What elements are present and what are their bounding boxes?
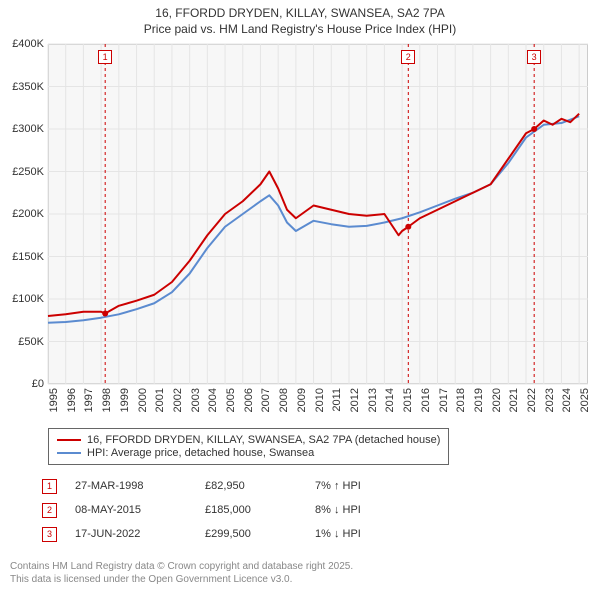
- x-axis-label: 2006: [243, 388, 255, 412]
- transaction-date: 17-JUN-2022: [75, 528, 205, 540]
- x-axis-label: 2017: [438, 388, 450, 412]
- x-axis-label: 1999: [119, 388, 131, 412]
- x-axis-label: 2018: [455, 388, 467, 412]
- x-axis-label: 2011: [331, 388, 343, 412]
- y-axis-label: £200K: [12, 208, 44, 220]
- legend-swatch: [57, 452, 81, 454]
- x-axis-label: 2002: [172, 388, 184, 412]
- x-axis-label: 2004: [207, 388, 219, 412]
- legend-label: 16, FFORDD DRYDEN, KILLAY, SWANSEA, SA2 …: [87, 434, 440, 446]
- transaction-marker: 2: [42, 503, 57, 518]
- transactions-table: 1 27-MAR-1998£82,9507% ↑ HPI 2 08-MAY-2015£…: [42, 474, 435, 546]
- transaction-row: 2 08-MAY-2015£185,0008% ↓ HPI: [42, 498, 435, 522]
- x-axis-label: 2010: [314, 388, 326, 412]
- x-axis-label: 2020: [491, 388, 503, 412]
- x-axis-label: 2014: [384, 388, 396, 412]
- x-axis-label: 2015: [402, 388, 414, 412]
- chart-container: 16, FFORDD DRYDEN, KILLAY, SWANSEA, SA2 …: [0, 0, 600, 590]
- footer-line-1: Contains HM Land Registry data © Crown c…: [10, 561, 353, 574]
- title-line-1: 16, FFORDD DRYDEN, KILLAY, SWANSEA, SA2 …: [0, 6, 600, 22]
- transaction-price: £82,950: [205, 480, 315, 492]
- x-axis-label: 2003: [190, 388, 202, 412]
- x-axis-label: 2019: [473, 388, 485, 412]
- y-axis-label: £250K: [12, 166, 44, 178]
- x-axis-label: 2000: [137, 388, 149, 412]
- legend-label: HPI: Average price, detached house, Swan…: [87, 447, 314, 459]
- event-marker: 3: [527, 50, 541, 64]
- x-axis-label: 2016: [420, 388, 432, 412]
- x-axis-label: 1997: [83, 388, 95, 412]
- transaction-row: 1 27-MAR-1998£82,9507% ↑ HPI: [42, 474, 435, 498]
- transaction-hpi-delta: 8% ↓ HPI: [315, 504, 435, 516]
- transaction-hpi-delta: 7% ↑ HPI: [315, 480, 435, 492]
- legend-swatch: [57, 439, 81, 441]
- x-axis-label: 1998: [101, 388, 113, 412]
- legend-item: 16, FFORDD DRYDEN, KILLAY, SWANSEA, SA2 …: [57, 434, 440, 446]
- transaction-date: 08-MAY-2015: [75, 504, 205, 516]
- x-axis-label: 2025: [579, 388, 591, 412]
- transaction-marker: 3: [42, 527, 57, 542]
- x-axis-label: 2023: [544, 388, 556, 412]
- transaction-hpi-delta: 1% ↓ HPI: [315, 528, 435, 540]
- legend-box: 16, FFORDD DRYDEN, KILLAY, SWANSEA, SA2 …: [48, 428, 449, 465]
- event-marker: 1: [98, 50, 112, 64]
- event-marker: 2: [401, 50, 415, 64]
- transaction-date: 27-MAR-1998: [75, 480, 205, 492]
- x-axis-label: 1995: [48, 388, 60, 412]
- x-axis-label: 2009: [296, 388, 308, 412]
- chart-title-block: 16, FFORDD DRYDEN, KILLAY, SWANSEA, SA2 …: [0, 0, 600, 37]
- plot-area: £0£50K£100K£150K£200K£250K£300K£350K£400…: [48, 44, 588, 384]
- x-axis-label: 2012: [349, 388, 361, 412]
- x-axis-label: 2021: [508, 388, 520, 412]
- y-axis-label: £50K: [18, 336, 44, 348]
- footer-line-2: This data is licensed under the Open Gov…: [10, 574, 353, 587]
- x-axis-label: 2013: [367, 388, 379, 412]
- y-axis-label: £400K: [12, 38, 44, 50]
- transaction-marker: 1: [42, 479, 57, 494]
- x-axis-label: 1996: [66, 388, 78, 412]
- transaction-price: £185,000: [205, 504, 315, 516]
- y-axis-label: £300K: [12, 123, 44, 135]
- y-axis-label: £350K: [12, 81, 44, 93]
- y-axis-label: £150K: [12, 251, 44, 263]
- x-axis-label: 2001: [154, 388, 166, 412]
- legend-item: HPI: Average price, detached house, Swan…: [57, 447, 440, 459]
- x-axis-label: 2008: [278, 388, 290, 412]
- transaction-row: 3 17-JUN-2022£299,5001% ↓ HPI: [42, 522, 435, 546]
- x-axis-label: 2005: [225, 388, 237, 412]
- x-axis-label: 2024: [561, 388, 573, 412]
- transaction-price: £299,500: [205, 528, 315, 540]
- x-axis-label: 2007: [260, 388, 272, 412]
- title-line-2: Price paid vs. HM Land Registry's House …: [0, 22, 600, 38]
- x-axis-label: 2022: [526, 388, 538, 412]
- y-axis-label: £0: [32, 378, 44, 390]
- y-axis-label: £100K: [12, 293, 44, 305]
- footer-attribution: Contains HM Land Registry data © Crown c…: [10, 561, 353, 586]
- plot-svg: [48, 44, 588, 384]
